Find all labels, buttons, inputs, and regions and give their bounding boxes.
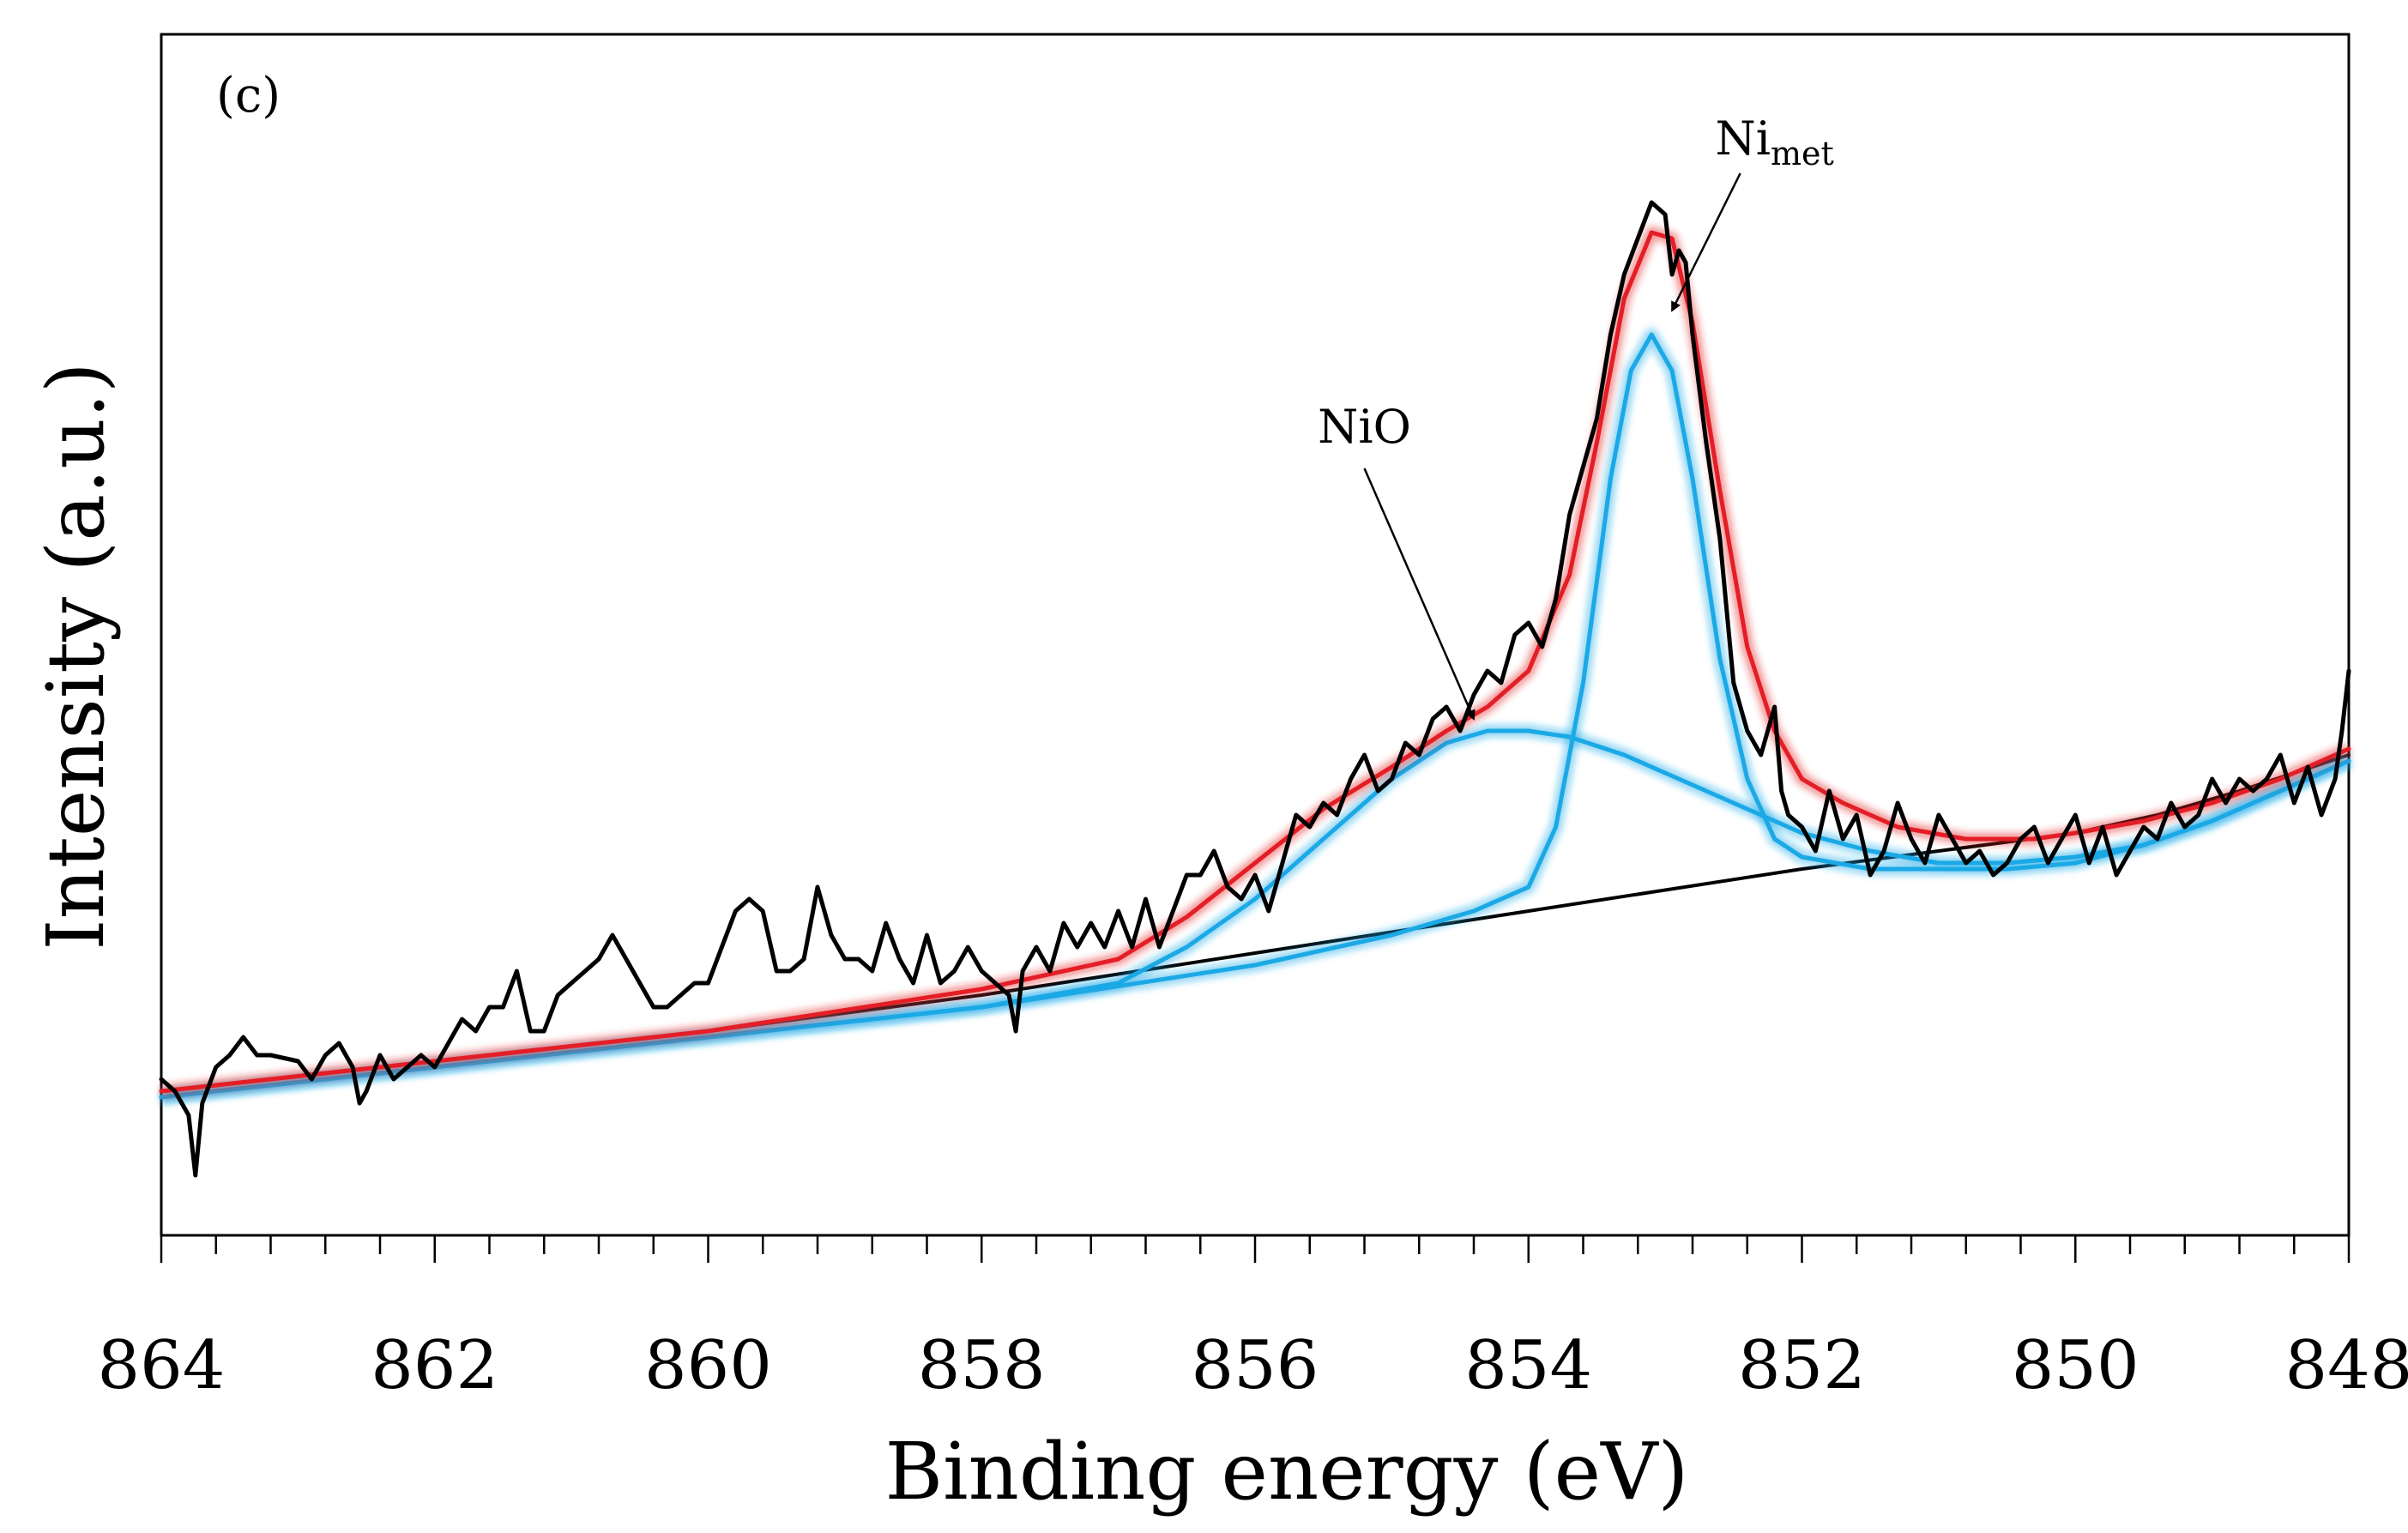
x-tick-label: 856 [1192, 1327, 1319, 1404]
x-axis-title: Binding energy (eV) [885, 1426, 1689, 1518]
series-background [160, 753, 2351, 1093]
annotation-nio-arrow [1363, 468, 1476, 721]
x-tick-label: 858 [918, 1327, 1046, 1404]
annotation-layer: NiO Nimet [1318, 112, 1834, 721]
x-tick-label: 862 [371, 1327, 498, 1404]
panel-label: (c) [216, 68, 281, 124]
x-tick-label: 852 [1738, 1327, 1866, 1404]
x-tick-label: 864 [98, 1327, 226, 1404]
x-axis-ticks [160, 1235, 2351, 1263]
annotation-nio-label: NiO [1318, 400, 1411, 454]
x-tick-label: 848 [2285, 1327, 2408, 1404]
x-tick-label: 854 [1464, 1327, 1592, 1404]
series-glow-nio-component [160, 724, 2352, 1104]
series-glow-nimet-component [160, 328, 2352, 1104]
series-envelope [159, 230, 2351, 1094]
series-nimet-component [159, 332, 2351, 1100]
series-experimental [159, 200, 2351, 1178]
series-nio-component [159, 728, 2351, 1100]
y-axis-title: Intensity (a.u.) [30, 362, 122, 950]
series-layer [159, 200, 2352, 1178]
annotation-nimet-arrow [1670, 172, 1741, 312]
x-tick-label: 850 [2012, 1327, 2139, 1404]
x-axis-tick-labels: 864 862 860 858 856 854 852 850 848 [98, 1327, 2408, 1404]
annotation-nimet-label: Nimet [1715, 112, 1833, 172]
x-tick-label: 860 [644, 1327, 772, 1404]
